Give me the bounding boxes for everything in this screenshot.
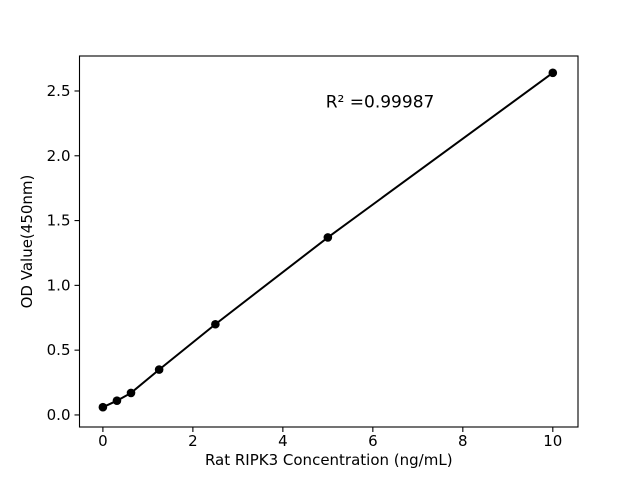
y-tick-label: 2.0	[47, 147, 71, 165]
y-tick-label: 0.0	[47, 406, 71, 424]
y-tick-label: 1.0	[47, 276, 71, 294]
data-point	[548, 68, 558, 78]
x-tick-label: 6	[368, 432, 378, 450]
data-series	[98, 68, 558, 412]
x-tick-label: 10	[543, 432, 562, 450]
x-tick-label: 0	[98, 432, 108, 450]
r-squared-annotation: R² =0.99987	[326, 92, 435, 112]
y-tick-label: 2.5	[47, 82, 71, 100]
y-tick-label: 1.5	[47, 212, 71, 230]
data-point	[154, 365, 164, 374]
y-axis-ticks: 0.0 0.5 1.0 1.5 2.0 2.5	[47, 82, 80, 424]
x-axis-ticks: 0 2 4 6 8 10	[98, 427, 562, 450]
data-point	[211, 319, 220, 329]
x-tick-label: 8	[458, 432, 468, 450]
x-tick-label: 4	[278, 432, 288, 450]
data-point	[112, 396, 122, 405]
y-tick-label: 0.5	[47, 341, 71, 359]
y-axis-label: OD Value(450nm)	[18, 175, 36, 309]
x-axis-label: Rat RIPK3 Concentration (ng/mL)	[205, 451, 453, 469]
data-point	[126, 388, 136, 398]
x-tick-label: 2	[188, 432, 198, 450]
data-point	[98, 402, 108, 412]
data-point	[323, 233, 333, 242]
